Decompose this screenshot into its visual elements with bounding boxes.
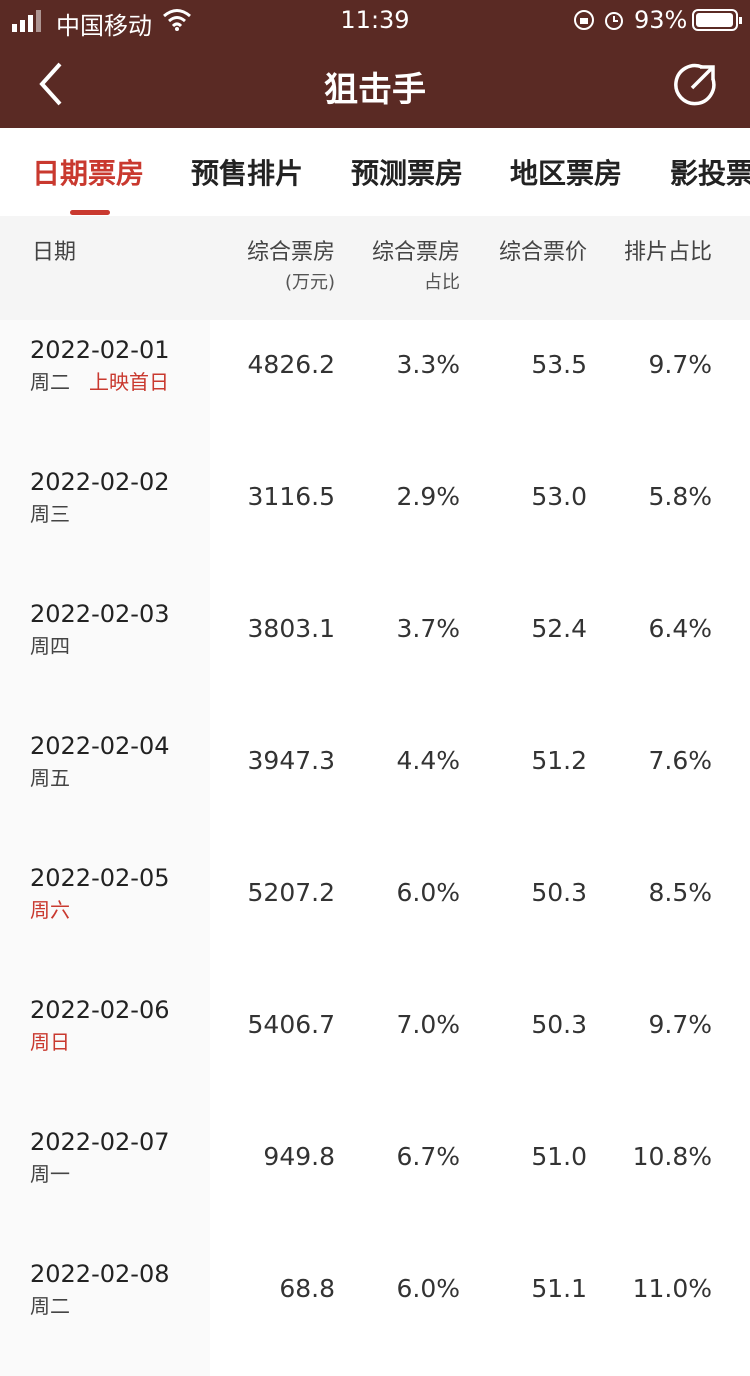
column-header: 日期 bbox=[32, 240, 77, 265]
column-header: 综合票房 bbox=[371, 240, 460, 265]
tab[interactable]: 预售排片 bbox=[191, 157, 304, 190]
battery-level: 93% bbox=[634, 6, 688, 34]
table-cell: 9.7% bbox=[648, 350, 712, 379]
weekday: 周二 bbox=[30, 370, 70, 394]
weekday: 周一 bbox=[30, 1162, 70, 1186]
table-cell: 5.8% bbox=[648, 482, 712, 511]
table-cell: 52.4 bbox=[531, 614, 587, 643]
date-cell-bg bbox=[0, 584, 210, 716]
weekday: 周四 bbox=[30, 634, 70, 658]
weekday: 周二 bbox=[30, 1294, 70, 1318]
table-cell: 51.0 bbox=[531, 1142, 587, 1171]
table-row[interactable]: 2022-02-07 周一 949.8 6.7% 51.0 10.8% bbox=[0, 1112, 750, 1244]
weekday: 周六 bbox=[30, 898, 70, 922]
date: 2022-02-01 bbox=[30, 336, 170, 364]
release-tag: 上映首日 bbox=[89, 370, 169, 394]
date-cell-bg bbox=[0, 1112, 210, 1244]
table-row[interactable]: 2022-02-02 周三 3116.5 2.9% 53.0 5.8% bbox=[0, 452, 750, 584]
table-row[interactable]: 2022-02-05 周六 5207.2 6.0% 50.3 8.5% bbox=[0, 848, 750, 980]
table-cell: 8.5% bbox=[648, 878, 712, 907]
table-row[interactable]: 2022-02-06 周日 5406.7 7.0% 50.3 9.7% bbox=[0, 980, 750, 1112]
column-header: 排片占比 bbox=[623, 240, 712, 265]
tab-indicator bbox=[70, 210, 110, 215]
back-button[interactable] bbox=[36, 62, 66, 106]
column-subheader: (万元) bbox=[284, 272, 335, 293]
table-row[interactable]: 2022-02-03 周四 3803.1 3.7% 52.4 6.4% bbox=[0, 584, 750, 716]
table-cell: 3.3% bbox=[396, 350, 460, 379]
date: 2022-02-07 bbox=[30, 1128, 170, 1156]
page-title: 狙击手 bbox=[324, 70, 426, 110]
signal-icon bbox=[12, 10, 41, 32]
clock: 11:39 bbox=[340, 6, 410, 34]
table-cell: 6.7% bbox=[396, 1142, 460, 1171]
battery-icon bbox=[692, 9, 742, 31]
table-cell: 7.0% bbox=[396, 1010, 460, 1039]
date: 2022-02-03 bbox=[30, 600, 170, 628]
table-cell: 68.8 bbox=[279, 1274, 335, 1303]
weekday: 周五 bbox=[30, 766, 70, 790]
status-icons bbox=[574, 10, 623, 30]
date-cell-bg bbox=[0, 320, 210, 452]
table-cell: 51.2 bbox=[531, 746, 587, 775]
table-cell: 4826.2 bbox=[247, 350, 335, 379]
date: 2022-02-05 bbox=[30, 864, 170, 892]
carrier: 中国移动 bbox=[56, 12, 152, 40]
column-header: 综合票房 bbox=[246, 240, 335, 265]
column-header: 综合票价 bbox=[498, 240, 587, 265]
date: 2022-02-04 bbox=[30, 732, 170, 760]
table-cell: 53.0 bbox=[531, 482, 587, 511]
date-cell-bg bbox=[0, 716, 210, 848]
table-cell: 3.7% bbox=[396, 614, 460, 643]
weekday: 周日 bbox=[30, 1030, 70, 1054]
tab[interactable]: 日期票房 bbox=[32, 157, 145, 190]
table-cell: 11.0% bbox=[632, 1274, 712, 1303]
date-cell-bg bbox=[0, 980, 210, 1112]
table-cell: 3947.3 bbox=[247, 746, 335, 775]
table-cell: 949.8 bbox=[263, 1142, 335, 1171]
table-cell: 5207.2 bbox=[247, 878, 335, 907]
date-cell-bg bbox=[0, 452, 210, 584]
date: 2022-02-06 bbox=[30, 996, 170, 1024]
table-cell: 3116.5 bbox=[247, 482, 335, 511]
table-cell: 7.6% bbox=[648, 746, 712, 775]
date-cell-bg bbox=[0, 848, 210, 980]
tab-bar: 日期票房 预售排片 预测票房 地区票房 影投票 bbox=[0, 128, 750, 217]
table-cell: 9.7% bbox=[648, 1010, 712, 1039]
tab[interactable]: 预测票房 bbox=[351, 157, 464, 190]
top-bar: 中国移动 11:39 93% 狙击手 bbox=[0, 0, 750, 128]
table-cell: 50.3 bbox=[531, 878, 587, 907]
table-cell: 10.8% bbox=[632, 1142, 712, 1171]
weekday: 周三 bbox=[30, 502, 70, 526]
table-row[interactable]: 2022-02-08 周二 68.8 6.0% 51.1 11.0% bbox=[0, 1244, 750, 1376]
date: 2022-02-08 bbox=[30, 1260, 170, 1288]
date: 2022-02-02 bbox=[30, 468, 170, 496]
table-cell: 5406.7 bbox=[247, 1010, 335, 1039]
column-subheader: 占比 bbox=[424, 272, 460, 293]
wifi-icon bbox=[163, 9, 191, 31]
table-row[interactable]: 2022-02-04 周五 3947.3 4.4% 51.2 7.6% bbox=[0, 716, 750, 848]
table-cell: 50.3 bbox=[531, 1010, 587, 1039]
share-button[interactable] bbox=[672, 62, 718, 108]
table-row[interactable]: 2022-02-01 周二 上映首日 4826.2 3.3% 53.5 9.7% bbox=[0, 320, 750, 452]
tab[interactable]: 影投票 bbox=[670, 157, 750, 190]
table-cell: 3803.1 bbox=[247, 614, 335, 643]
tab[interactable]: 地区票房 bbox=[510, 157, 623, 190]
table-header: 日期 综合票房 (万元) 综合票房占比 综合票价 排片占比 bbox=[0, 216, 750, 320]
table-cell: 6.0% bbox=[396, 1274, 460, 1303]
table-cell: 6.4% bbox=[648, 614, 712, 643]
table-cell: 53.5 bbox=[531, 350, 587, 379]
table-cell: 51.1 bbox=[531, 1274, 587, 1303]
table-cell: 2.9% bbox=[396, 482, 460, 511]
table-cell: 4.4% bbox=[396, 746, 460, 775]
table-cell: 6.0% bbox=[396, 878, 460, 907]
app-screen: 中国移动 11:39 93% 狙击手 日期票房 预售排片 预测票房 地区票房 影投票 日… bbox=[0, 0, 750, 1318]
